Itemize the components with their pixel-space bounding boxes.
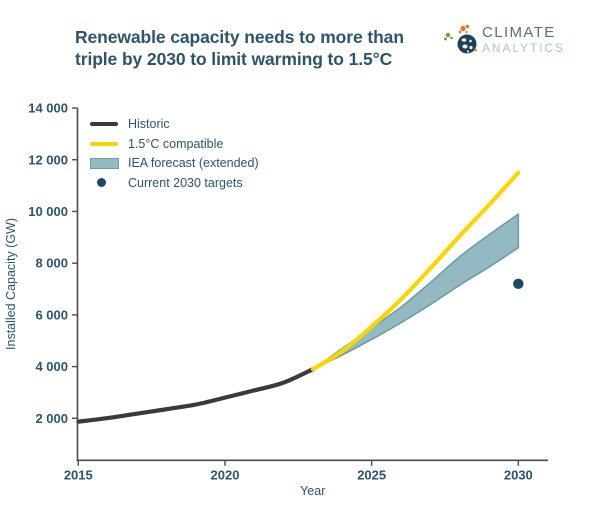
compatible-line	[310, 170, 521, 372]
y-tick-label: 2 000	[35, 411, 68, 426]
target-dot-swatch	[97, 178, 106, 188]
climate-analytics-logo: CLIMATE ANALYTICS	[441, 21, 565, 57]
legend-label: 1.5°C compatible	[128, 136, 224, 151]
legend-label: Current 2030 targets	[128, 175, 243, 190]
x-tick-label: 2025	[357, 467, 386, 482]
historic-line	[76, 367, 316, 424]
x-axis-title: Year	[300, 484, 325, 498]
logo-text-climate: CLIMATE	[482, 23, 556, 41]
legend-item-15c-compatible: 1.5°C compatible	[88, 134, 259, 154]
y-tick-label: 6 000	[35, 307, 68, 322]
current-2030-target-point	[513, 278, 524, 290]
chart-title-line1: Renewable capacity needs to more than	[75, 27, 404, 47]
y-tick-label: 4 000	[35, 359, 68, 374]
compatible-line-swatch	[90, 141, 118, 146]
iea-forecast-band	[312, 213, 520, 370]
chart-legend: Historic 1.5°C compatible IEA forecast (…	[88, 114, 259, 193]
y-tick-label: 12 000	[28, 152, 68, 167]
x-tick-label: 2015	[64, 467, 93, 482]
iea-band-swatch	[90, 157, 119, 169]
logo-text-analytics: ANALYTICS	[482, 40, 565, 55]
y-tick-label: 10 000	[28, 204, 68, 219]
x-tick-label: 2030	[504, 467, 533, 482]
y-axis-title: Installed Capacity (GW)	[4, 218, 18, 350]
logo-wordmark: CLIMATE ANALYTICS	[482, 24, 565, 55]
historic-line-swatch	[90, 121, 118, 126]
legend-item-2030-targets: Current 2030 targets	[88, 173, 259, 193]
globe-icon	[444, 24, 477, 54]
y-tick-label: 8 000	[35, 256, 68, 271]
y-tick-label: 14 000	[28, 101, 68, 116]
chart-title-line2: triple by 2030 to limit warming to 1.5°C	[75, 49, 393, 69]
chart-title: Renewable capacity needs to more than tr…	[75, 26, 404, 70]
legend-item-historic: Historic	[88, 114, 259, 134]
legend-label: Historic	[128, 116, 170, 131]
x-tick-label: 2020	[211, 467, 240, 482]
legend-label: IEA forecast (extended)	[128, 156, 259, 171]
legend-item-iea-forecast: IEA forecast (extended)	[88, 153, 259, 173]
